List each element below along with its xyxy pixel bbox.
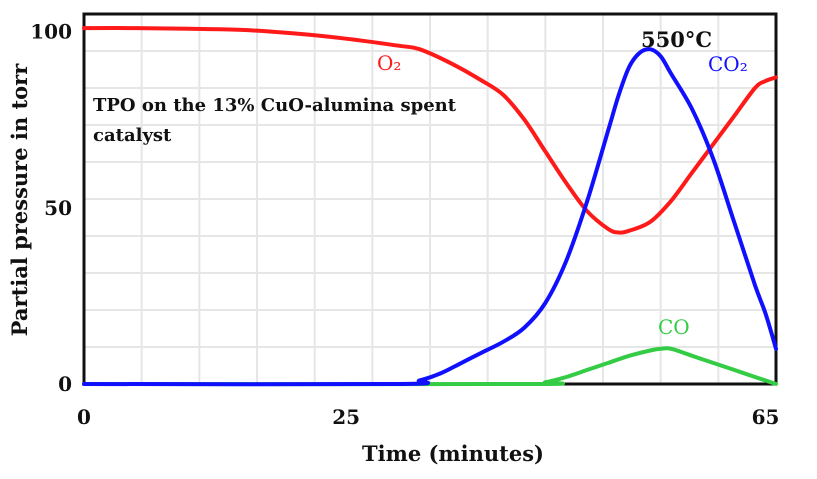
series-line-co2 — [82, 47, 778, 387]
x-tick-label: 25 — [332, 405, 360, 429]
o2-series-label: O₂ — [377, 51, 401, 75]
y-tick-label: 100 — [30, 20, 72, 44]
inset-text-line-2: catalyst — [93, 125, 172, 146]
y-tick-label: 50 — [44, 196, 72, 220]
co-series-label: CO — [658, 315, 690, 339]
x-tick-label: 65 — [752, 405, 780, 429]
y-tick-label: 0 — [58, 372, 72, 396]
series-line-o2 — [82, 26, 778, 235]
inset-text-line-1: TPO on the 13% CuO-alumina spent — [93, 95, 457, 116]
co2-series-label: CO₂ — [708, 52, 748, 76]
peak-temperature-label: 550°C — [641, 27, 712, 52]
tick-labels: 0 25 65 0 50 100 — [30, 20, 779, 429]
y-axis-title: Partial pressure in torr — [7, 63, 32, 337]
x-tick-label: 0 — [77, 405, 91, 429]
grid — [84, 14, 776, 384]
series-group — [82, 26, 778, 387]
series-line-co — [82, 346, 778, 387]
x-axis-title: Time (minutes) — [362, 441, 544, 466]
